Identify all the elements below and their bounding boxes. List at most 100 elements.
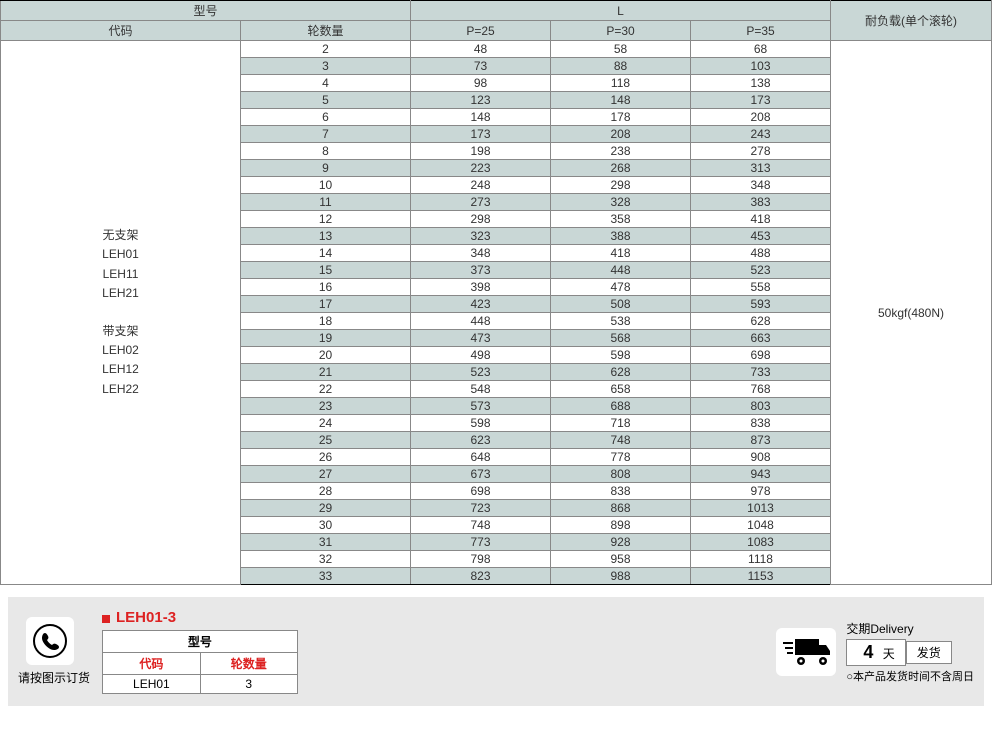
p-cell-3: 313	[691, 160, 831, 177]
p-cell-2: 868	[551, 500, 691, 517]
mini-th-code: 代码	[103, 653, 201, 675]
qty-cell: 9	[241, 160, 411, 177]
mini-th-qty: 轮数量	[200, 653, 297, 675]
p-cell-1: 723	[411, 500, 551, 517]
p-cell-1: 73	[411, 58, 551, 75]
code-cell: 无支架LEH01LEH11LEH21 带支架LEH02LEH12LEH22	[1, 41, 241, 585]
th-p25: P=25	[411, 21, 551, 41]
p-cell-2: 538	[551, 313, 691, 330]
p-cell-2: 478	[551, 279, 691, 296]
th-L: L	[411, 1, 831, 21]
qty-cell: 2	[241, 41, 411, 58]
delivery-title: 交期Delivery	[846, 620, 974, 637]
p-cell-1: 348	[411, 245, 551, 262]
p-cell-3: 418	[691, 211, 831, 228]
p-cell-3: 733	[691, 364, 831, 381]
p-cell-3: 68	[691, 41, 831, 58]
p-cell-3: 873	[691, 432, 831, 449]
p-cell-2: 118	[551, 75, 691, 92]
load-cell: 50kgf(480N)	[831, 41, 992, 585]
p-cell-3: 698	[691, 347, 831, 364]
p-cell-2: 958	[551, 551, 691, 568]
qty-cell: 18	[241, 313, 411, 330]
p-cell-3: 978	[691, 483, 831, 500]
qty-cell: 23	[241, 398, 411, 415]
p-cell-2: 808	[551, 466, 691, 483]
p-cell-1: 473	[411, 330, 551, 347]
p-cell-1: 148	[411, 109, 551, 126]
p-cell-1: 648	[411, 449, 551, 466]
qty-cell: 15	[241, 262, 411, 279]
qty-cell: 8	[241, 143, 411, 160]
qty-cell: 12	[241, 211, 411, 228]
truck-icon	[776, 628, 836, 676]
qty-cell: 33	[241, 568, 411, 585]
p-cell-1: 223	[411, 160, 551, 177]
p-cell-1: 423	[411, 296, 551, 313]
p-cell-3: 173	[691, 92, 831, 109]
p-cell-2: 988	[551, 568, 691, 585]
table-row: 无支架LEH01LEH11LEH21 带支架LEH02LEH12LEH22248…	[1, 41, 992, 58]
delivery-box: 交期Delivery 4 天 发货 ○本产品发货时间不含周日	[776, 620, 974, 684]
p-cell-3: 908	[691, 449, 831, 466]
p-cell-1: 48	[411, 41, 551, 58]
p-cell-1: 623	[411, 432, 551, 449]
qty-cell: 28	[241, 483, 411, 500]
qty-cell: 22	[241, 381, 411, 398]
p-cell-1: 173	[411, 126, 551, 143]
p-cell-1: 598	[411, 415, 551, 432]
footer-panel: 请按图示订货 LEH01-3 型号 代码 轮数量 LEH01 3	[8, 597, 984, 706]
p-cell-3: 628	[691, 313, 831, 330]
p-cell-3: 1083	[691, 534, 831, 551]
p-cell-2: 778	[551, 449, 691, 466]
p-cell-3: 1013	[691, 500, 831, 517]
p-cell-3: 558	[691, 279, 831, 296]
p-cell-2: 748	[551, 432, 691, 449]
p-cell-2: 178	[551, 109, 691, 126]
order-hint: 请按图示订货	[18, 669, 90, 686]
p-cell-1: 123	[411, 92, 551, 109]
p-cell-2: 628	[551, 364, 691, 381]
th-p30: P=30	[551, 21, 691, 41]
p-cell-3: 383	[691, 194, 831, 211]
qty-cell: 24	[241, 415, 411, 432]
p-cell-1: 448	[411, 313, 551, 330]
qty-cell: 27	[241, 466, 411, 483]
qty-cell: 19	[241, 330, 411, 347]
th-load: 耐负载(单个滚轮)	[831, 1, 992, 41]
delivery-days-cell: 4 天	[846, 639, 905, 666]
p-cell-1: 273	[411, 194, 551, 211]
p-cell-3: 803	[691, 398, 831, 415]
p-cell-2: 388	[551, 228, 691, 245]
p-cell-3: 488	[691, 245, 831, 262]
p-cell-2: 688	[551, 398, 691, 415]
p-cell-2: 898	[551, 517, 691, 534]
p-cell-2: 238	[551, 143, 691, 160]
p-cell-2: 88	[551, 58, 691, 75]
qty-cell: 14	[241, 245, 411, 262]
delivery-days: 4	[857, 642, 879, 662]
p-cell-3: 1153	[691, 568, 831, 585]
p-cell-2: 148	[551, 92, 691, 109]
p-cell-1: 523	[411, 364, 551, 381]
qty-cell: 16	[241, 279, 411, 296]
spec-table: 型号 L 耐负载(单个滚轮) 代码 轮数量 P=25 P=30 P=35 无支架…	[0, 0, 992, 585]
p-cell-2: 58	[551, 41, 691, 58]
p-cell-3: 453	[691, 228, 831, 245]
qty-cell: 32	[241, 551, 411, 568]
p-cell-1: 98	[411, 75, 551, 92]
p-cell-1: 398	[411, 279, 551, 296]
p-cell-2: 418	[551, 245, 691, 262]
th-p35: P=35	[691, 21, 831, 41]
mini-th-model: 型号	[103, 631, 298, 653]
delivery-days-unit: 天	[883, 647, 895, 661]
p-cell-2: 598	[551, 347, 691, 364]
qty-cell: 11	[241, 194, 411, 211]
phone-icon	[26, 617, 74, 665]
th-code: 代码	[1, 21, 241, 41]
p-cell-3: 1048	[691, 517, 831, 534]
p-cell-1: 748	[411, 517, 551, 534]
qty-cell: 26	[241, 449, 411, 466]
p-cell-2: 298	[551, 177, 691, 194]
qty-cell: 31	[241, 534, 411, 551]
